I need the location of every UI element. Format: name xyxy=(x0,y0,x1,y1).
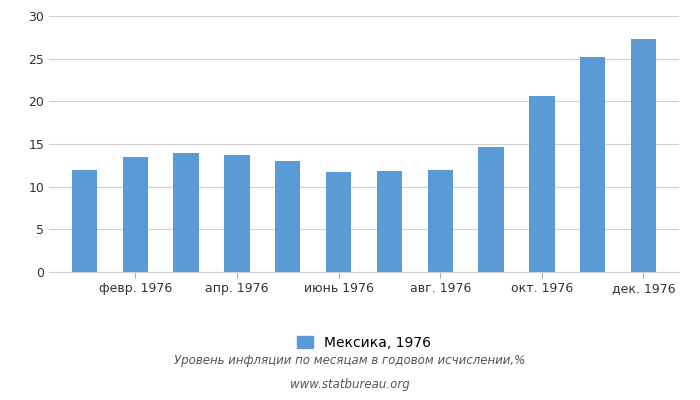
Bar xyxy=(174,153,199,272)
Bar xyxy=(580,57,606,272)
Bar xyxy=(529,96,554,272)
Bar xyxy=(72,170,97,272)
Bar xyxy=(478,146,504,272)
Text: Уровень инфляции по месяцам в годовом исчислении,%: Уровень инфляции по месяцам в годовом ис… xyxy=(174,354,526,367)
Legend: Мексика, 1976: Мексика, 1976 xyxy=(291,330,437,355)
Bar xyxy=(275,161,300,272)
Bar xyxy=(224,155,250,272)
Bar xyxy=(326,172,351,272)
Bar xyxy=(631,39,656,272)
Text: www.statbureau.org: www.statbureau.org xyxy=(290,378,410,391)
Bar xyxy=(377,171,402,272)
Bar xyxy=(428,170,453,272)
Bar xyxy=(122,157,148,272)
